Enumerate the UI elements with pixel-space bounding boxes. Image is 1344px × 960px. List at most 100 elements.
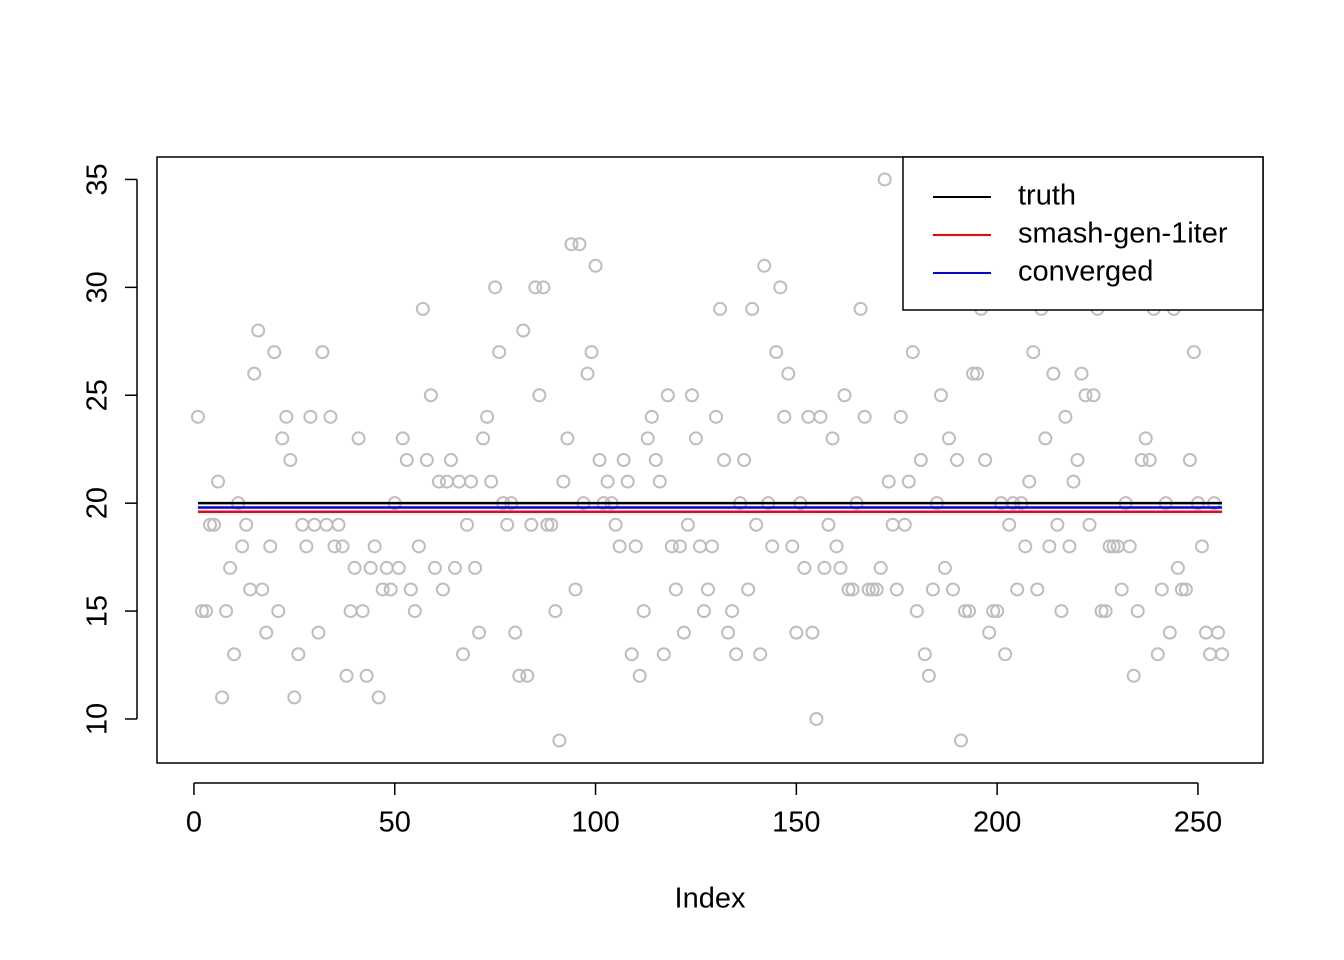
point [664, 539, 679, 554]
point [367, 539, 382, 554]
point [905, 345, 920, 360]
point [962, 604, 977, 619]
point [355, 604, 370, 619]
point [873, 560, 888, 575]
legend-box [902, 156, 1264, 311]
point [705, 539, 720, 554]
point [1062, 539, 1077, 554]
point [817, 560, 832, 575]
point [259, 625, 274, 640]
point [1202, 647, 1217, 662]
x-axis-label: Index [675, 883, 746, 915]
point [1138, 431, 1153, 446]
point [1082, 517, 1097, 532]
legend-label: converged [1018, 256, 1153, 288]
point [524, 517, 539, 532]
point [656, 647, 671, 662]
point [299, 539, 314, 554]
point [580, 366, 595, 381]
point [777, 409, 792, 424]
point [363, 560, 378, 575]
point [624, 647, 639, 662]
point [251, 323, 266, 338]
point [809, 711, 824, 726]
point [255, 582, 270, 597]
point [500, 517, 515, 532]
point [427, 560, 442, 575]
point [411, 539, 426, 554]
point [1170, 560, 1185, 575]
point [552, 733, 567, 748]
point [1106, 539, 1121, 554]
y-tick-label: 10 [82, 703, 114, 735]
point [315, 345, 330, 360]
point [1026, 345, 1041, 360]
point [335, 539, 350, 554]
point [949, 453, 964, 467]
point [476, 431, 491, 446]
point [295, 517, 310, 532]
point [737, 453, 752, 467]
point [512, 668, 527, 683]
point [1174, 582, 1189, 597]
y-tick-label: 35 [82, 163, 114, 195]
point [1154, 582, 1169, 597]
point [452, 474, 467, 489]
point [1030, 582, 1045, 597]
point [1038, 431, 1053, 446]
point [1010, 582, 1025, 597]
point [917, 647, 932, 662]
point [239, 517, 254, 532]
point [227, 647, 242, 662]
point [279, 409, 294, 424]
point [1150, 647, 1165, 662]
point [933, 388, 948, 403]
point [194, 604, 209, 619]
point [990, 604, 1005, 619]
point [945, 582, 960, 597]
point [536, 280, 551, 295]
point [881, 474, 896, 489]
point [1211, 625, 1226, 640]
point [1162, 625, 1177, 640]
point [439, 474, 454, 489]
point [729, 647, 744, 662]
point [415, 301, 430, 316]
point [572, 237, 587, 252]
point [769, 345, 784, 360]
x-tick-label: 200 [973, 807, 1021, 839]
point [319, 517, 334, 532]
point [785, 539, 800, 554]
point [620, 474, 635, 489]
point [548, 604, 563, 619]
point [672, 539, 687, 554]
point [540, 517, 555, 532]
point [403, 582, 418, 597]
point [696, 604, 711, 619]
point [1094, 604, 1109, 619]
point [395, 431, 410, 446]
point [291, 647, 306, 662]
point [1066, 474, 1081, 489]
point [211, 474, 226, 489]
point [684, 388, 699, 403]
point [379, 560, 394, 575]
point [1078, 388, 1093, 403]
point [564, 237, 579, 252]
point [532, 388, 547, 403]
point [323, 409, 338, 424]
point [608, 517, 623, 532]
point [359, 668, 374, 683]
point [700, 582, 715, 597]
point [616, 453, 631, 467]
point [676, 625, 691, 640]
point [480, 409, 495, 424]
point [423, 388, 438, 403]
point [267, 345, 282, 360]
point [833, 560, 848, 575]
point [1018, 539, 1033, 554]
point [371, 690, 386, 705]
point [1178, 582, 1193, 597]
point [343, 604, 358, 619]
